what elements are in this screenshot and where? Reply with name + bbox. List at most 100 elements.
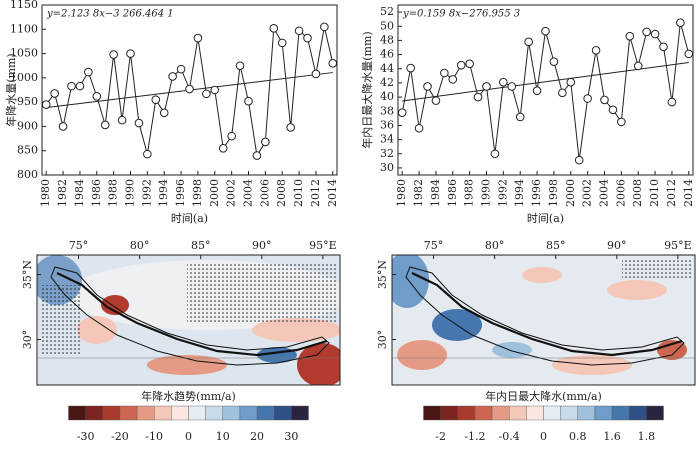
data-point [574,155,584,165]
data-point [473,92,483,102]
y-tick-label: 800 [17,168,38,181]
data-point [261,137,270,147]
data-point [244,96,253,106]
colorbar-swatch [136,405,155,421]
y-tick-label: 1050 [10,47,38,60]
data-point [134,118,144,128]
x-tick-label: 1988 [107,179,120,207]
x-tick-label: 1998 [191,179,204,207]
colorbar-swatch [526,405,544,421]
colorbar-swatch [154,405,172,421]
data-point [414,123,424,133]
x-tick-label: 1980 [39,179,52,207]
colorbar-swatch [474,405,493,421]
data-point [684,49,694,59]
colorbar-tick-label: -20 [111,430,129,443]
y-tick-label: 900 [17,119,38,132]
colorbar-swatch [491,405,510,421]
y-tick-label: 42 [380,76,394,89]
x-tick-label: 1984 [429,179,442,207]
data-point [625,31,635,41]
y-tick-label: 46 [380,48,394,61]
data-point [676,18,685,28]
data-point [456,60,466,70]
data-point [100,120,110,130]
y-tick-label: 34 [380,133,394,146]
x-tick-label: 2004 [242,179,255,207]
data-point [431,96,441,105]
x-tick-label: 1982 [56,179,69,207]
data-point [499,77,508,87]
colorbar-swatch [509,405,527,421]
map-frame [391,254,696,386]
equation: y=2.123 8x−3 266.464 1 [46,9,174,20]
data-point [227,131,236,141]
colorbar-tick-label: -30 [77,430,95,443]
x-tick-label: 1988 [463,179,476,207]
colorbar-swatch [188,405,206,421]
lat-tick-label: 35°N [21,260,34,289]
y-tick-label: 1150 [10,0,38,11]
data-point [617,117,626,127]
plot-frame [41,4,338,176]
lon-tick-label: 90° [252,239,272,252]
data-point [294,26,304,36]
equation: y=0.159 8x−276.955 3 [402,9,520,20]
data-point [608,105,618,115]
x-tick-label: 1992 [140,179,153,207]
data-point [600,95,609,105]
x-tick-label: 2006 [614,179,627,207]
colorbar-swatch [646,405,664,421]
colorbar-swatch [440,405,458,421]
data-point [320,22,329,32]
x-tick-label: 2000 [208,179,221,207]
data-point [41,100,51,109]
lat-tick-label: 30° [376,330,389,350]
data-point [549,57,559,66]
data-point [117,115,127,125]
colorbar-swatch [577,405,596,421]
data-point [50,89,59,98]
data-point [193,33,203,43]
lat-tick-label: 35°N [376,260,389,289]
y-tick-label: 36 [380,118,394,131]
colorbar-swatch [85,405,103,421]
lon-tick-label: 95°E [309,239,337,252]
data-point [176,64,186,74]
lon-tick-label: 75° [424,239,444,252]
data-point [58,122,68,131]
lat-tick-label: 30° [21,330,34,350]
colorbar-swatch [222,405,241,421]
colorbar-swatch [274,405,292,421]
x-tick-label: 1982 [412,179,425,207]
x-tick-label: 1994 [513,179,526,207]
data-point [397,108,407,117]
data-point [633,61,643,71]
x-tick-label: 2010 [648,179,661,207]
data-point [92,92,102,101]
data-point [406,63,415,73]
map-right [392,255,695,385]
data-point [311,69,321,79]
colorbar-swatch [239,405,258,421]
data-point [515,112,525,122]
map-frame [36,254,341,386]
data-point [532,86,542,96]
data-point [328,58,338,68]
data-point [303,33,312,43]
x-tick-label: 2008 [631,179,644,207]
y-tick-label: 850 [17,144,38,157]
colorbar-swatch [291,405,309,421]
map-left [37,255,340,385]
colorbar-swatch [423,405,441,421]
colorbar-swatch [205,405,223,421]
data-point [159,108,169,118]
y-axis-label: 年内日最大降水量(mm) [360,31,374,148]
y-axis-label: 年降水量(mm) [4,53,18,126]
data-point [524,37,533,47]
x-tick-label: 1986 [90,179,103,207]
x-tick-label: 1996 [174,179,187,207]
x-tick-label: 2000 [564,179,577,207]
colorbar-swatch [560,405,578,421]
